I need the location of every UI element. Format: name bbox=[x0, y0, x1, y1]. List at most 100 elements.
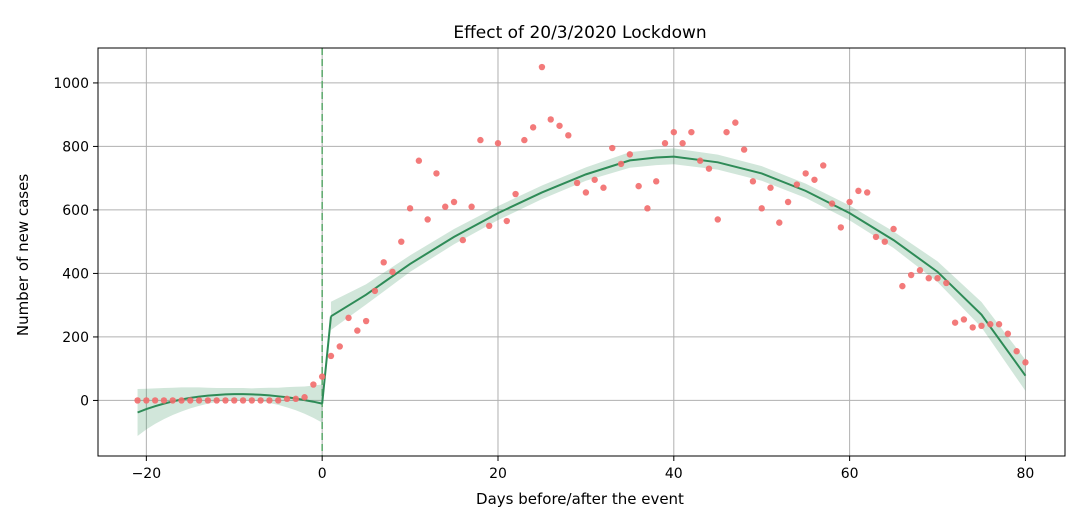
data-point bbox=[266, 397, 273, 404]
data-point bbox=[371, 287, 379, 295]
data-point bbox=[134, 397, 141, 404]
data-point bbox=[995, 321, 1003, 328]
data-point bbox=[688, 128, 695, 136]
data-point bbox=[275, 397, 282, 404]
data-point bbox=[776, 219, 783, 226]
data-point bbox=[213, 397, 220, 404]
x-tick-label: 0 bbox=[318, 466, 327, 482]
data-point bbox=[793, 181, 801, 188]
y-tick-label: 400 bbox=[62, 266, 89, 282]
data-point bbox=[784, 198, 792, 206]
data-point bbox=[740, 146, 748, 153]
data-point bbox=[582, 189, 590, 196]
data-point bbox=[160, 397, 168, 404]
chart-title: Effect of 20/3/2020 Lockdown bbox=[453, 23, 706, 43]
data-point bbox=[846, 198, 853, 206]
data-point bbox=[820, 162, 827, 169]
data-point bbox=[257, 397, 264, 404]
data-point bbox=[380, 259, 387, 266]
y-axis-title: Number of new cases bbox=[14, 174, 32, 337]
data-point bbox=[907, 271, 915, 279]
data-point bbox=[943, 279, 950, 287]
data-point bbox=[890, 225, 897, 233]
data-point bbox=[336, 343, 343, 350]
data-point bbox=[204, 397, 212, 404]
data-point bbox=[767, 184, 774, 191]
data-point bbox=[960, 316, 968, 323]
x-tick-label: 20 bbox=[489, 466, 507, 482]
data-point bbox=[626, 151, 634, 158]
data-point bbox=[538, 63, 546, 71]
fit-pre-line bbox=[137, 393, 323, 414]
data-point bbox=[494, 140, 502, 147]
data-point bbox=[951, 319, 959, 326]
data-point bbox=[477, 136, 484, 144]
data-point bbox=[529, 124, 537, 131]
data-point bbox=[723, 128, 730, 136]
data-point bbox=[222, 397, 229, 404]
plot-frame bbox=[97, 47, 1066, 457]
data-point bbox=[169, 397, 176, 404]
data-point bbox=[635, 182, 642, 190]
data-point bbox=[292, 395, 299, 403]
data-point bbox=[644, 205, 651, 212]
data-point bbox=[450, 198, 458, 206]
confidence-band bbox=[137, 148, 1026, 436]
data-point bbox=[705, 165, 713, 172]
data-point bbox=[987, 321, 994, 328]
data-point bbox=[556, 122, 563, 129]
data-point bbox=[916, 267, 924, 274]
data-point bbox=[503, 217, 510, 225]
data-point bbox=[670, 128, 678, 136]
data-point bbox=[934, 274, 941, 282]
fit-pre-band bbox=[137, 384, 323, 436]
data-point bbox=[899, 282, 906, 290]
data-point bbox=[855, 187, 862, 195]
data-point bbox=[406, 205, 414, 212]
data-point bbox=[231, 397, 238, 404]
data-point bbox=[1013, 348, 1020, 355]
x-tick-label: 80 bbox=[1017, 466, 1035, 482]
data-point bbox=[195, 397, 203, 404]
data-point bbox=[811, 176, 818, 183]
data-point bbox=[696, 157, 704, 164]
y-tick-label: 600 bbox=[62, 203, 89, 219]
x-tick-label: 60 bbox=[841, 466, 859, 482]
fit-post-line bbox=[330, 155, 1027, 377]
data-point bbox=[301, 394, 308, 401]
data-point bbox=[864, 189, 871, 196]
data-point bbox=[187, 397, 194, 404]
data-point bbox=[485, 222, 493, 230]
data-point bbox=[828, 200, 836, 207]
data-point bbox=[591, 176, 598, 183]
data-point bbox=[573, 179, 581, 187]
y-tick-label: 1000 bbox=[53, 76, 89, 92]
data-point bbox=[239, 397, 247, 404]
data-point bbox=[283, 395, 291, 403]
y-tick-label: 800 bbox=[62, 139, 89, 155]
data-point bbox=[732, 119, 739, 126]
data-point bbox=[1022, 359, 1029, 366]
x-axis-title: Days before/after the event bbox=[476, 490, 684, 508]
data-point bbox=[178, 397, 185, 404]
x-tick-label: 40 bbox=[665, 466, 683, 482]
data-point bbox=[310, 381, 317, 388]
data-point bbox=[318, 373, 326, 380]
data-point bbox=[1004, 330, 1012, 337]
data-point bbox=[433, 170, 440, 177]
data-point bbox=[459, 236, 467, 244]
data-point bbox=[327, 352, 335, 360]
y-tick-label: 200 bbox=[62, 330, 89, 346]
data-point bbox=[661, 140, 669, 147]
data-point bbox=[468, 203, 475, 210]
data-point bbox=[978, 322, 985, 330]
data-point bbox=[424, 216, 431, 223]
data-point bbox=[389, 268, 396, 276]
fit-jump-line bbox=[321, 316, 332, 404]
data-point bbox=[758, 205, 765, 212]
y-tick-label: 0 bbox=[80, 393, 89, 409]
data-point bbox=[872, 233, 880, 241]
data-point bbox=[609, 144, 616, 152]
